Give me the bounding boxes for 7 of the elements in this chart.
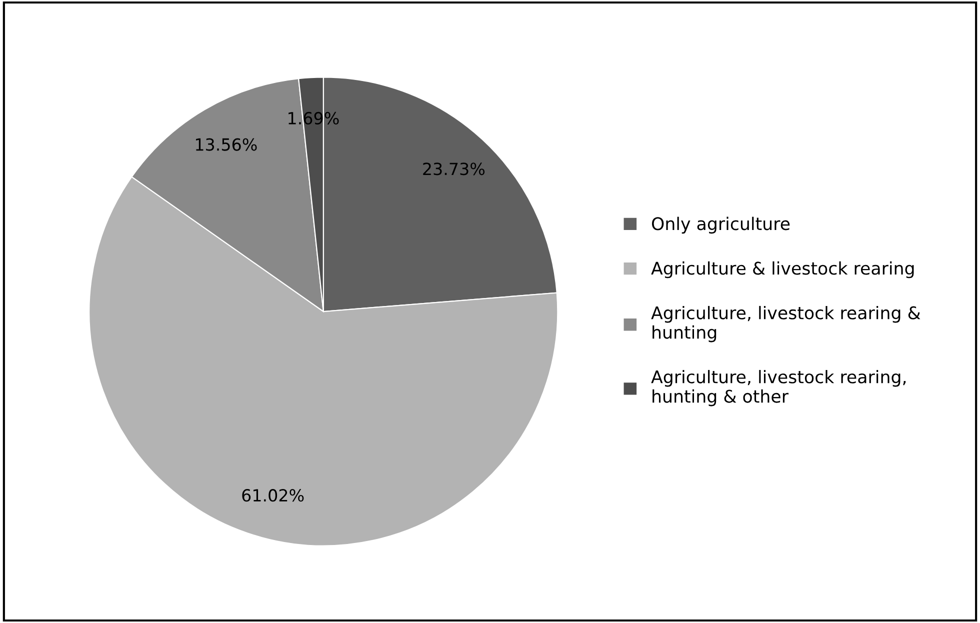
data-label: 23.73% [423,162,485,176]
legend-label: Agriculture, livestock rearing, hunting & other [651,370,906,406]
legend-label: Agriculture & livestock rearing [651,261,914,278]
data-label: 13.56% [196,138,257,151]
legend-label: Only agriculture [652,216,790,234]
data-label: 61.02% [242,489,304,502]
legend-label: Agriculture, livestock rearing & hunting [651,306,920,342]
